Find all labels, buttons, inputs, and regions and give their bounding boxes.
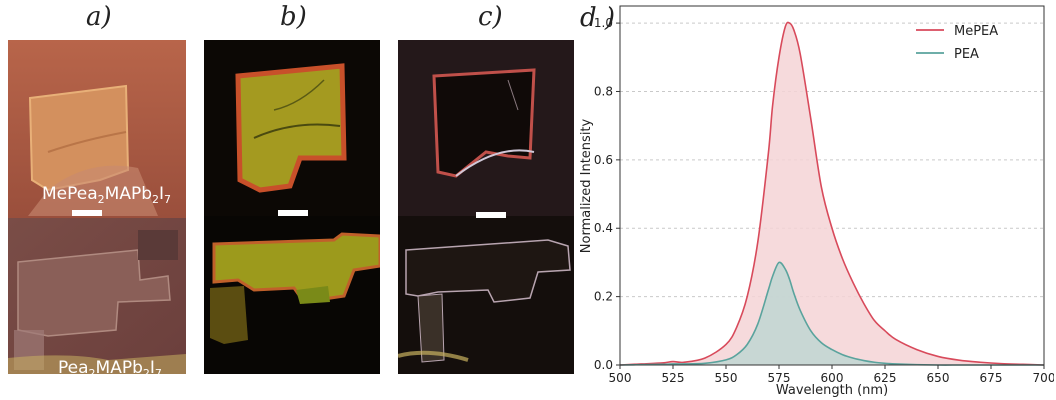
scale-bar-c: [476, 212, 506, 218]
label-pea-compound: Pea2MAPb2I7: [58, 358, 162, 374]
y-tick-label: 0.2: [594, 290, 613, 304]
legend-label-pea: PEA: [954, 47, 979, 62]
panel-label-d: d ): [580, 3, 615, 33]
x-tick-label: 550: [715, 371, 738, 385]
label-mepea-compound: MePea2MAPb2I7: [42, 184, 172, 206]
x-tick-label: 600: [821, 371, 844, 385]
micrograph-b: [204, 40, 380, 374]
y-ticks: 0.0 0.2 0.4 0.6 0.8 1.0: [594, 16, 620, 372]
x-tick-label: 700: [1033, 371, 1054, 385]
panel-label-a: a): [86, 2, 112, 32]
y-tick-label: 0.0: [594, 358, 613, 372]
x-tick-label: 650: [927, 371, 950, 385]
line-mepea: [619, 21, 1045, 366]
x-tick-label: 625: [874, 371, 897, 385]
area-mepea: [620, 22, 1044, 365]
y-tick-label: 0.6: [594, 153, 613, 167]
scale-bar-b: [278, 210, 308, 216]
panel-label-c: c): [478, 2, 503, 32]
x-tick-label: 500: [609, 371, 632, 385]
x-axis-label: Wavelength (nm): [776, 383, 888, 398]
legend: MePEA PEA: [916, 24, 998, 62]
micrograph-a: MePea2MAPb2I7 Pea2MAPb2I7: [8, 40, 186, 374]
micrograph-b-image: [204, 40, 380, 374]
micrograph-c: [398, 40, 574, 374]
panel-label-b: b): [280, 2, 307, 32]
y-axis-label: Normalized Intensity: [579, 118, 594, 253]
scale-bar-a: [72, 210, 102, 216]
micrograph-c-image: [398, 40, 574, 374]
x-tick-label: 525: [662, 371, 685, 385]
y-tick-label: 1.0: [594, 16, 613, 30]
pl-spectrum-chart: d ) 500 525 550 575 600 625 650 675 700 0.00.20.…: [579, 3, 1054, 398]
micrograph-a-image: [8, 40, 186, 374]
x-tick-label: 575: [768, 371, 791, 385]
chart-areas: [620, 22, 1044, 366]
y-tick-label: 0.8: [594, 84, 613, 98]
legend-label-mepea: MePEA: [954, 24, 998, 39]
x-tick-label: 675: [980, 371, 1003, 385]
x-ticks: 500 525 550 575 600 625 650 675 700: [609, 365, 1054, 385]
y-tick-label: 0.4: [594, 221, 613, 235]
